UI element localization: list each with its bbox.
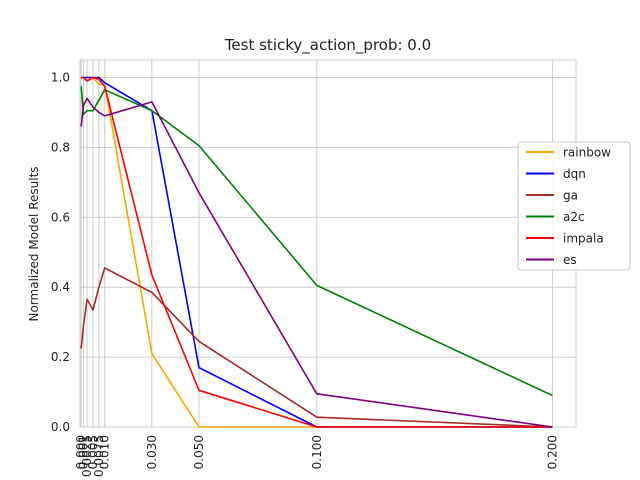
y-tick-label: 1.0 xyxy=(51,70,70,84)
y-tick-label: 0.0 xyxy=(51,420,70,434)
x-tick-label: 0.100 xyxy=(310,435,324,469)
legend-label-impala: impala xyxy=(563,232,604,246)
y-tick-label: 0.6 xyxy=(51,210,70,224)
y-tick-label: 0.8 xyxy=(51,140,70,154)
x-tick-label: 0.005 xyxy=(86,435,100,469)
legend-label-es: es xyxy=(563,253,577,267)
series-line-dqn xyxy=(81,76,553,428)
x-tick-label: 0.0025 xyxy=(80,435,94,477)
legend-label-a2c: a2c xyxy=(563,210,585,224)
series-lines xyxy=(80,76,553,428)
series-line-impala xyxy=(81,76,553,428)
legend-label-ga: ga xyxy=(563,189,578,203)
legend: rainbow dqn ga a2c impala es xyxy=(517,141,631,271)
y-tick-labels: 0.0 0.2 0.4 0.6 0.8 1.0 xyxy=(51,70,70,434)
x-tick-label: 0.030 xyxy=(145,435,159,469)
series-line-ga xyxy=(80,267,553,428)
y-tick-label: 0.4 xyxy=(51,280,70,294)
x-tick-label: 0.200 xyxy=(545,435,559,469)
series-line-es xyxy=(80,97,553,428)
chart-title: Test sticky_action_prob: 0.0 xyxy=(224,36,431,55)
y-axis-label: Normalized Model Results xyxy=(27,166,41,321)
legend-box xyxy=(517,141,631,271)
x-tick-label: 0.000 xyxy=(74,435,88,469)
x-tick-label: 0.001 xyxy=(77,435,91,469)
y-tick-label: 0.2 xyxy=(51,350,70,364)
x-tick-label: 0.0075 xyxy=(92,435,106,477)
legend-label-dqn: dqn xyxy=(563,167,586,181)
x-tick-label: 0.050 xyxy=(192,435,206,469)
x-tick-label: 0.010 xyxy=(98,435,112,469)
series-line-a2c xyxy=(80,86,553,397)
legend-label-rainbow: rainbow xyxy=(563,146,611,160)
